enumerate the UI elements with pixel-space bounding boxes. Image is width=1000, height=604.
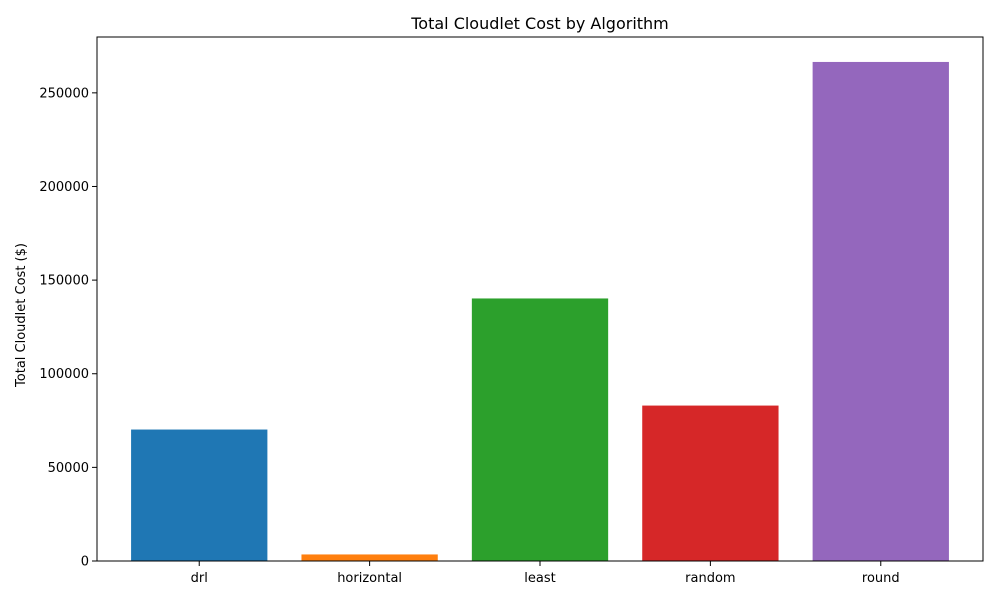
y-axis-label: Total Cloudlet Cost ($) [14,243,29,388]
axes-frame [96,36,984,562]
y-tick-label-200000: 200000 [39,180,89,195]
chart-title: Total Cloudlet Cost by Algorithm [410,14,669,33]
x-tick-label-drl: drl [191,571,208,586]
x-tick-label-random: random [685,571,735,586]
y-tick-label-0: 0 [81,555,89,570]
bar-horizontal [301,554,438,561]
y-tick-label-50000: 50000 [48,461,89,476]
bar-drl [131,429,268,561]
y-tick-label-100000: 100000 [39,367,89,382]
y-tick-label-150000: 150000 [39,274,89,289]
x-tick-label-least: least [524,571,555,586]
x-tick-label-horizontal: horizontal [337,571,402,586]
y-tick-label-250000: 250000 [39,86,89,101]
x-tick-label-round: round [862,571,900,586]
bar-random [642,405,779,561]
bar-round [812,61,949,561]
plot-area: drl horizontal least random round 0 50000 10000… [39,36,984,586]
bar-least [471,298,609,561]
